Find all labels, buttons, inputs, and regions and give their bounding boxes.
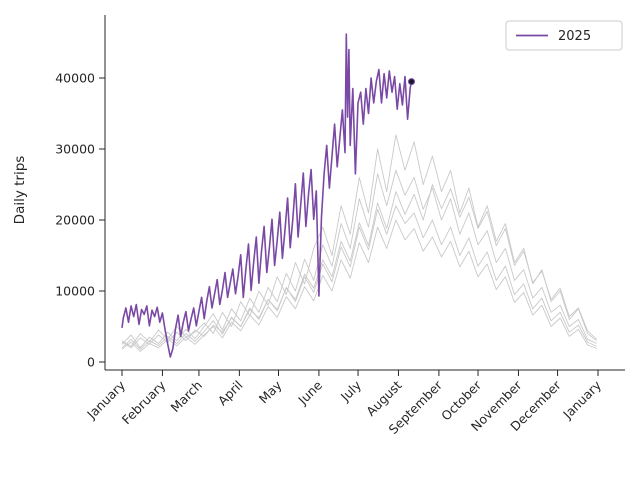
- y-tick-label: 0: [87, 355, 95, 370]
- legend: 2025: [505, 20, 623, 51]
- x-tick-label: March: [167, 378, 205, 416]
- x-tick-label: June: [294, 377, 325, 408]
- series-end-marker: [408, 78, 415, 86]
- y-tick-label: 40000: [55, 71, 95, 86]
- previous-year-line: [121, 219, 597, 352]
- previous-year-line: [121, 169, 597, 349]
- y-axis-label: Daily trips: [12, 156, 28, 225]
- legend-box: [505, 20, 623, 51]
- x-tick-label: July: [337, 377, 365, 405]
- x-tick-label: January: [559, 377, 604, 422]
- y-tick-label: 30000: [55, 142, 95, 157]
- x-tick-label: May: [256, 377, 285, 406]
- series-2025-line: [121, 33, 413, 358]
- x-tick-label: February: [119, 377, 169, 427]
- previous-year-line: [121, 205, 597, 350]
- y-tick-label: 10000: [55, 284, 95, 299]
- plot-area: 0 10000 20000 30000 40000 January FebruaryMarc…: [55, 15, 625, 437]
- legend-label: 2025: [558, 29, 591, 44]
- y-tick-label: 20000: [55, 213, 95, 228]
- x-tick-label: April: [215, 378, 246, 409]
- previous-year-line: [121, 134, 597, 347]
- previous-year-line: [121, 184, 598, 349]
